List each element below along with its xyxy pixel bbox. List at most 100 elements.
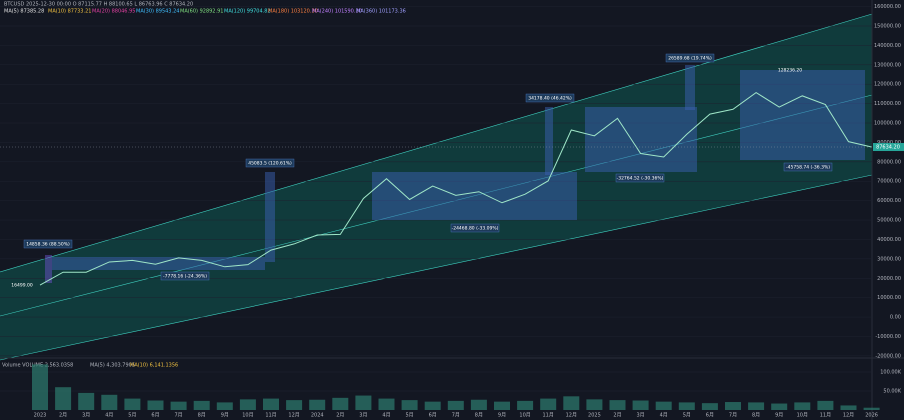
annotation-bg [160, 271, 210, 281]
x-tick-label: 5月 [128, 413, 136, 419]
header: BTCUSD 2025-12-30 00:00 O 87115.77 H 881… [4, 2, 193, 8]
y-tick-label: 80000.00 [877, 159, 901, 165]
volume-bar [355, 395, 372, 410]
annotation-bg [783, 162, 833, 172]
volume-bar [517, 400, 534, 410]
volume-bar [286, 400, 303, 410]
y-tick-label: 70000.00 [877, 179, 901, 185]
volume-bar [748, 402, 765, 410]
volume-bar [655, 401, 672, 410]
x-tick-label: 11月 [265, 413, 276, 419]
x-tick-label: 9月 [221, 413, 229, 419]
range-box [372, 172, 577, 220]
x-tick-label: 2月 [613, 413, 621, 419]
ma-legend: MA(60) 92892.91 [180, 9, 223, 15]
range-box [585, 107, 697, 172]
ma-legend: MA(20) 88046.95 [92, 9, 135, 15]
annotation-bg [525, 93, 575, 103]
channel-top [0, 13, 873, 273]
volume-bar [563, 396, 580, 410]
volume-bar [239, 399, 256, 410]
x-tick-label: 4月 [660, 413, 668, 419]
x-tick-label: 6月 [151, 413, 159, 419]
volume-bar [609, 400, 626, 410]
y-tick-label: -20000.00 [875, 353, 901, 359]
annotation: 45083.5 (120.61%) [248, 161, 292, 167]
volume-bar [332, 397, 349, 410]
volume-bar [701, 403, 718, 410]
x-tick-label: 4月 [382, 413, 390, 419]
volume-bar [794, 402, 811, 410]
x-tick-label: 6月 [429, 413, 437, 419]
volume-bar [170, 401, 187, 410]
volume-bar [101, 394, 118, 410]
ma-legend: MA(180) 103120.30 [268, 9, 318, 15]
y-tick-label: 150000.00 [874, 24, 901, 30]
x-tick-label: 2月 [59, 413, 67, 419]
y-tick-label: 30000.00 [877, 256, 901, 262]
annotation-bg [665, 53, 715, 63]
y-tick-label: 100000.00 [874, 121, 901, 127]
y-tick-label: -10000.00 [875, 334, 901, 340]
x-tick-label: 3月 [637, 413, 645, 419]
annotation-bg [23, 239, 73, 249]
x-tick-label: 11月 [543, 413, 554, 419]
y-tick-label: 10000.00 [877, 295, 901, 301]
ma-legend: MA(360) 101173.36 [356, 9, 406, 15]
x-tick-label: 2月 [336, 413, 344, 419]
y-tick-label: 100.00K [880, 370, 901, 376]
y-tick-label: 110000.00 [874, 101, 901, 107]
x-tick-label: 6月 [706, 413, 714, 419]
x-tick-label: 12月 [288, 413, 299, 419]
annotation: 34178.40 (46.42%) [528, 96, 572, 102]
volume-bar [263, 398, 279, 410]
x-tick-label: 2025 [588, 413, 601, 419]
ma-legend: MA(10) 87733.21 [48, 9, 91, 15]
annotation: 16499.00 [11, 283, 33, 289]
y-tick-label: 20000.00 [877, 276, 901, 282]
x-tick-label: 7月 [452, 413, 460, 419]
x-tick-label: 7月 [175, 413, 183, 419]
volume-bar [78, 392, 95, 410]
x-tick-label: 12月 [566, 413, 577, 419]
x-tick-label: 3月 [82, 413, 90, 419]
volume-bar [632, 400, 649, 410]
y-tick-label: 50.00K [883, 389, 901, 395]
y-tick-label: 160000.00 [874, 4, 901, 10]
channel-bottom [0, 174, 873, 361]
y-tick-label: 40000.00 [877, 237, 901, 243]
volume-bar [216, 402, 233, 410]
volume-bar [678, 402, 695, 410]
y-tick-label: 90000.00 [877, 140, 901, 146]
volume-bar [540, 398, 557, 410]
volume-bar [447, 400, 464, 410]
annotation: 128236.20 [778, 68, 802, 74]
y-tick-label: 130000.00 [874, 62, 901, 68]
x-tick-label: 5月 [683, 413, 691, 419]
ma-legend: MA(240) 101590.30 [312, 9, 362, 15]
price-line [39, 91, 872, 286]
volume-bar [55, 387, 72, 410]
volume-bar [863, 407, 880, 410]
volume-bar [470, 399, 487, 410]
range-box [685, 65, 695, 110]
annotation: -32764.52 (-30.36%) [617, 176, 664, 182]
x-tick-label: 10月 [519, 413, 530, 419]
y-tick-label: 60000.00 [877, 198, 901, 204]
x-tick-label: 10月 [242, 413, 253, 419]
x-tick-label: 8月 [475, 413, 483, 419]
annotation-bg [615, 173, 665, 183]
volume-bar [193, 400, 210, 410]
last-price-tag [873, 143, 904, 152]
ma-legend: MA(30) 89543.24 [136, 9, 179, 15]
x-tick-label: 9月 [775, 413, 783, 419]
annotation: 26589.68 (19.74%) [668, 56, 712, 62]
volume-bar [147, 400, 164, 410]
volume-bar [586, 399, 603, 410]
volume-bar [309, 399, 326, 410]
range-box [45, 255, 52, 283]
annotation-bg [450, 223, 500, 233]
annotation: -24468.80 (-33.09%) [452, 226, 499, 232]
